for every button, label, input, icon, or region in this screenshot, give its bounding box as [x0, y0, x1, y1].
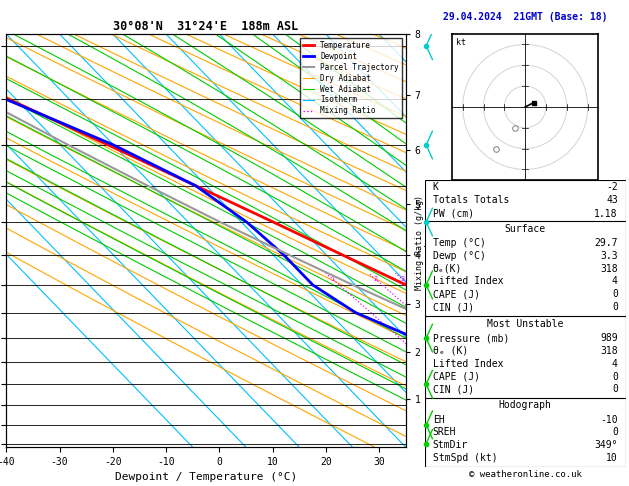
Text: Most Unstable: Most Unstable: [487, 319, 564, 329]
FancyBboxPatch shape: [425, 221, 626, 316]
Text: 0: 0: [612, 384, 618, 395]
FancyBboxPatch shape: [425, 180, 626, 221]
Text: 4: 4: [612, 277, 618, 286]
Text: 3: 3: [400, 276, 404, 282]
Text: SREH: SREH: [433, 427, 456, 437]
Text: K: K: [433, 182, 438, 191]
Text: CAPE (J): CAPE (J): [433, 372, 480, 382]
Text: CIN (J): CIN (J): [433, 384, 474, 395]
Text: 2: 2: [374, 276, 377, 282]
Text: 349°: 349°: [594, 440, 618, 450]
Text: Mixing Ratio (g/kg): Mixing Ratio (g/kg): [415, 195, 424, 291]
Text: 0: 0: [612, 302, 618, 312]
Text: 318: 318: [600, 346, 618, 356]
X-axis label: Dewpoint / Temperature (°C): Dewpoint / Temperature (°C): [115, 472, 297, 483]
Text: 29.04.2024  21GMT (Base: 18): 29.04.2024 21GMT (Base: 18): [443, 12, 608, 22]
Text: 1.18: 1.18: [594, 209, 618, 219]
Legend: Temperature, Dewpoint, Parcel Trajectory, Dry Adiabat, Wet Adiabat, Isotherm, Mi: Temperature, Dewpoint, Parcel Trajectory…: [299, 38, 402, 119]
Text: Dewp (°C): Dewp (°C): [433, 251, 486, 260]
Text: CIN (J): CIN (J): [433, 302, 474, 312]
Text: 0: 0: [612, 289, 618, 299]
Text: CAPE (J): CAPE (J): [433, 289, 480, 299]
FancyBboxPatch shape: [425, 316, 626, 399]
Text: θₑ (K): θₑ (K): [433, 346, 468, 356]
Text: 3.3: 3.3: [600, 251, 618, 260]
Text: 0: 0: [612, 372, 618, 382]
Text: 29.7: 29.7: [594, 238, 618, 248]
Text: 43: 43: [606, 195, 618, 205]
Text: Surface: Surface: [504, 224, 546, 234]
Text: Lifted Index: Lifted Index: [433, 359, 503, 369]
Text: 10: 10: [606, 453, 618, 463]
Text: Temp (°C): Temp (°C): [433, 238, 486, 248]
FancyBboxPatch shape: [425, 399, 626, 467]
Text: -10: -10: [600, 415, 618, 425]
Text: PW (cm): PW (cm): [433, 209, 474, 219]
Text: kt: kt: [457, 38, 467, 47]
Text: 4: 4: [612, 359, 618, 369]
Text: StmSpd (kt): StmSpd (kt): [433, 453, 498, 463]
Text: θₑ(K): θₑ(K): [433, 263, 462, 274]
Text: 1: 1: [330, 276, 335, 282]
Text: 989: 989: [600, 333, 618, 343]
Title: 30°08'N  31°24'E  188m ASL: 30°08'N 31°24'E 188m ASL: [113, 20, 299, 33]
Text: Lifted Index: Lifted Index: [433, 277, 503, 286]
Text: © weatheronline.co.uk: © weatheronline.co.uk: [469, 469, 582, 479]
Y-axis label: km
ASL: km ASL: [423, 232, 445, 249]
Text: 0: 0: [612, 427, 618, 437]
Text: EH: EH: [433, 415, 444, 425]
Text: Pressure (mb): Pressure (mb): [433, 333, 509, 343]
Text: Totals Totals: Totals Totals: [433, 195, 509, 205]
Text: 318: 318: [600, 263, 618, 274]
Text: StmDir: StmDir: [433, 440, 468, 450]
Text: -2: -2: [606, 182, 618, 191]
Text: Hodograph: Hodograph: [499, 400, 552, 410]
